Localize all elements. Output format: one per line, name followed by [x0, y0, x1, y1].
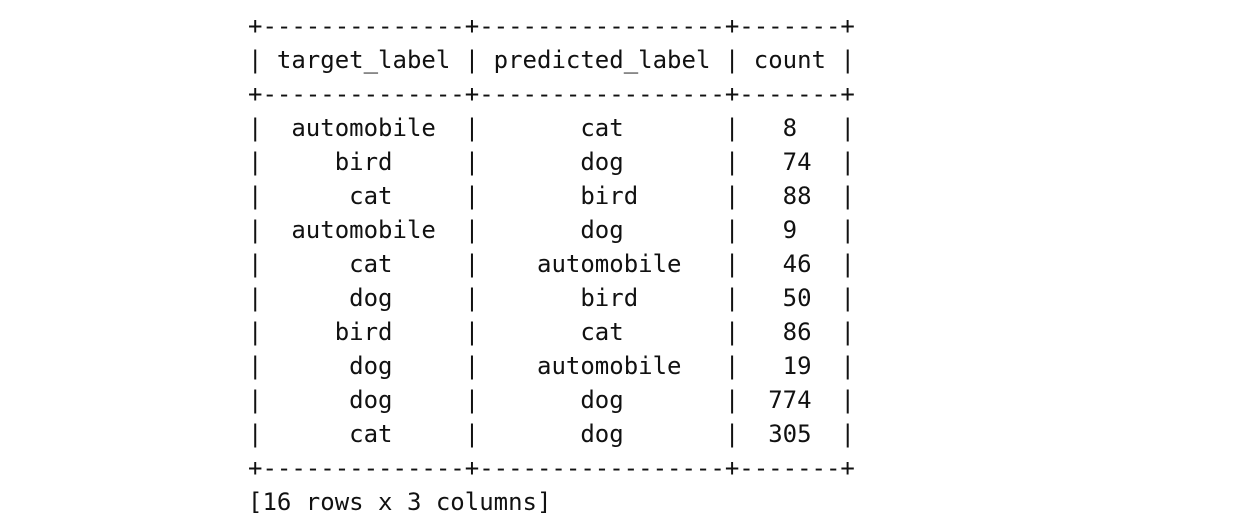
table-cell: bird	[262, 148, 465, 176]
table-cell: 9	[739, 216, 841, 244]
table-row: | dog | dog | 774 |	[248, 386, 855, 414]
table-cell: cat	[262, 182, 465, 210]
table-cell: cat	[479, 114, 725, 142]
table-cell: bird	[262, 318, 465, 346]
table-cell: 74	[739, 148, 841, 176]
table-border-top: +--------------+-----------------+------…	[248, 12, 855, 40]
table-cell: bird	[479, 182, 725, 210]
table-cell: 19	[739, 352, 841, 380]
table-header-row: | target_label | predicted_label | count…	[248, 46, 855, 74]
table-cell: bird	[479, 284, 725, 312]
table-border-header: +--------------+-----------------+------…	[248, 80, 855, 108]
table-cell: 305	[739, 420, 841, 448]
table-cell: 88	[739, 182, 841, 210]
table-cell: 86	[739, 318, 841, 346]
column-header: predicted_label	[479, 46, 725, 74]
table-row: | bird | cat | 86 |	[248, 318, 855, 346]
table-cell: dog	[479, 148, 725, 176]
table-cell: automobile	[262, 216, 465, 244]
table-cell: 46	[739, 250, 841, 278]
table-cell: dog	[262, 284, 465, 312]
table-cell: automobile	[262, 114, 465, 142]
table-row: | cat | automobile | 46 |	[248, 250, 855, 278]
table-cell: 8	[739, 114, 841, 142]
table-row: | automobile | dog | 9 |	[248, 216, 855, 244]
table-cell: cat	[479, 318, 725, 346]
table-row: | dog | automobile | 19 |	[248, 352, 855, 380]
table-row: | cat | bird | 88 |	[248, 182, 855, 210]
table-cell: 50	[739, 284, 841, 312]
table-row: | automobile | cat | 8 |	[248, 114, 855, 142]
table-cell: automobile	[479, 250, 725, 278]
table-cell: cat	[262, 250, 465, 278]
rows-summary: [16 rows x 3 columns]	[248, 488, 552, 516]
table-cell: automobile	[479, 352, 725, 380]
table-cell: cat	[262, 420, 465, 448]
table-cell: dog	[479, 386, 725, 414]
table-cell: dog	[262, 386, 465, 414]
table-cell: dog	[479, 216, 725, 244]
table-row: | bird | dog | 74 |	[248, 148, 855, 176]
table-border-bottom: +--------------+-----------------+------…	[248, 454, 855, 482]
table-cell: 774	[739, 386, 841, 414]
table-cell: dog	[262, 352, 465, 380]
ascii-table-output: +--------------+-----------------+------…	[248, 9, 855, 519]
column-header: target_label	[262, 46, 465, 74]
table-row: | cat | dog | 305 |	[248, 420, 855, 448]
column-header: count	[739, 46, 841, 74]
table-row: | dog | bird | 50 |	[248, 284, 855, 312]
table-cell: dog	[479, 420, 725, 448]
